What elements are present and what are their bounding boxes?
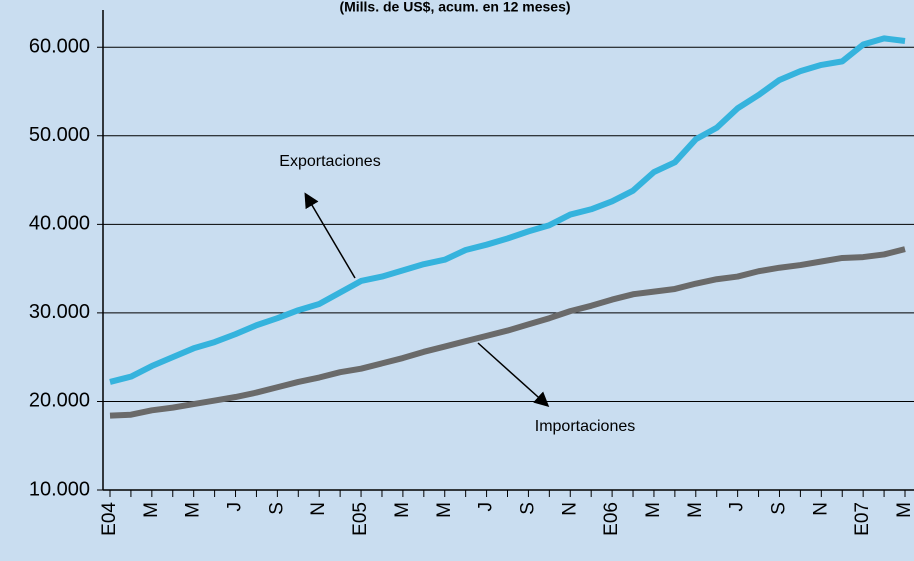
x-tick-label: J [727,502,748,512]
x-tick-label: N [559,502,580,516]
legend-label: Importaciones [535,418,636,435]
x-tick-label: M [141,502,162,518]
x-tick-label: J [476,502,497,512]
x-tick-label: M [643,502,664,518]
x-tick-label: S [768,502,789,515]
x-tick-label: M [434,502,455,518]
x-tick-label: S [517,502,538,515]
x-tick-label: S [266,502,287,515]
x-tick-label: E05 [350,502,371,536]
x-tick-label: J [225,502,246,512]
x-tick-label: M [392,502,413,518]
y-tick-label: 50.000 [29,124,90,146]
x-tick-label: N [810,502,831,516]
y-tick-label: 40.000 [29,213,90,235]
chart-title: (Mills. de US$, acum. en 12 meses) [339,0,570,15]
arrow [477,342,550,408]
x-tick-label: M [183,502,204,518]
y-tick-label: 20.000 [29,390,90,412]
x-tick-label: E07 [852,502,873,536]
series-line [109,35,906,385]
x-tick-label: M [894,502,914,518]
y-tick-label: 60.000 [29,35,90,57]
x-tick-label: N [308,502,329,516]
y-tick-label: 10.000 [29,478,90,500]
x-tick-label: E04 [99,502,120,536]
y-tick-label: 30.000 [29,301,90,323]
legend-label: Exportaciones [279,153,380,170]
x-tick-label: E06 [601,502,622,536]
series-line [109,246,906,419]
x-tick-label: M [685,502,706,518]
arrow [304,192,356,279]
